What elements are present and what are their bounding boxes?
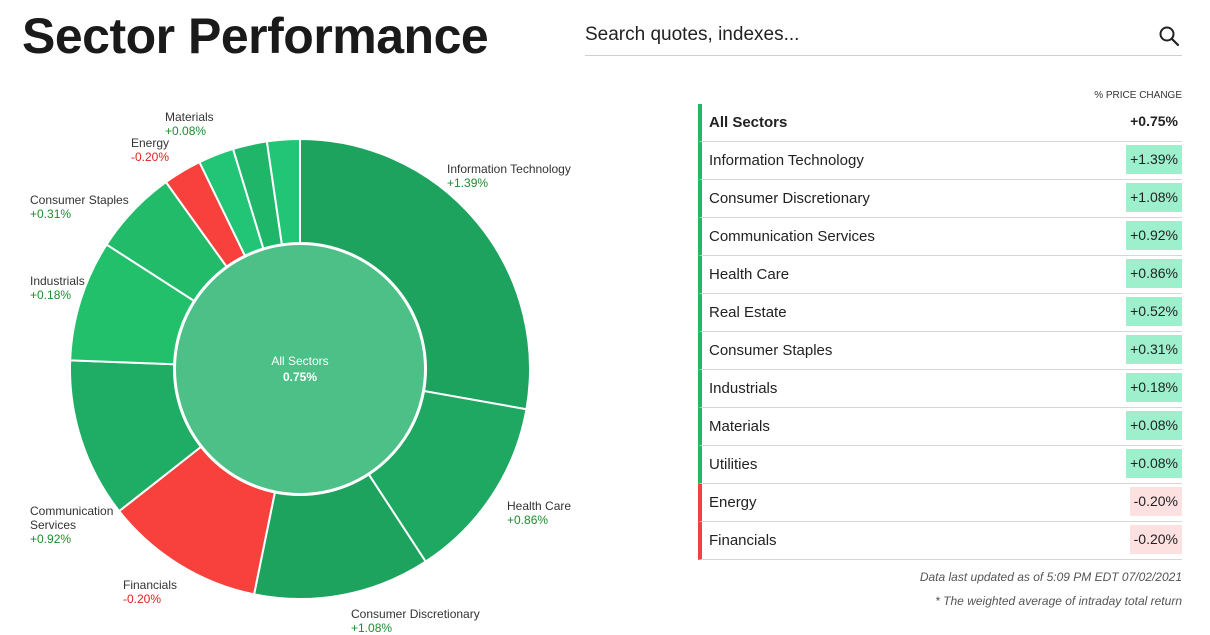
- table-row[interactable]: Utilities +0.08%: [698, 446, 1182, 484]
- label-consumer-discretionary: Consumer Discretionary +1.08%: [351, 607, 480, 635]
- row-name: Utilities: [709, 456, 758, 473]
- table-row[interactable]: Real Estate +0.52%: [698, 294, 1182, 332]
- row-name: Consumer Staples: [709, 342, 833, 359]
- table-row[interactable]: Materials +0.08%: [698, 408, 1182, 446]
- search-icon[interactable]: [1158, 25, 1180, 47]
- search-input[interactable]: [585, 18, 1125, 52]
- weighted-average-note: * The weighted average of intraday total…: [935, 594, 1182, 608]
- row-value: +0.75%: [1130, 113, 1178, 129]
- row-value: +1.39%: [1126, 145, 1182, 174]
- sector-table: % PRICE CHANGE All Sectors +0.75% Inform…: [698, 88, 1182, 560]
- row-value: +0.52%: [1126, 297, 1182, 326]
- row-name: Consumer Discretionary: [709, 190, 870, 207]
- row-value: +0.08%: [1126, 411, 1182, 440]
- table-row[interactable]: Health Care +0.86%: [698, 256, 1182, 294]
- donut-center-value: 0.75%: [283, 370, 317, 384]
- label-industrials: Industrials +0.18%: [30, 274, 85, 302]
- row-name: All Sectors: [709, 114, 788, 131]
- label-information-technology: Information Technology +1.39%: [447, 162, 571, 190]
- sector-donut-chart: All Sectors 0.75% Materials +0.08% Energy…: [0, 70, 690, 635]
- table-row[interactable]: Industrials +0.18%: [698, 370, 1182, 408]
- row-value: +1.08%: [1126, 183, 1182, 212]
- table-row[interactable]: Consumer Staples +0.31%: [698, 332, 1182, 370]
- label-energy: Energy -0.20%: [131, 136, 170, 164]
- page-title: Sector Performance: [22, 8, 489, 64]
- column-header: % PRICE CHANGE: [1094, 90, 1182, 101]
- label-health-care: Health Care +0.86%: [507, 499, 572, 527]
- table-row[interactable]: Consumer Discretionary +1.08%: [698, 180, 1182, 218]
- last-updated-note: Data last updated as of 5:09 PM EDT 07/0…: [919, 570, 1182, 584]
- label-consumer-staples: Consumer Staples +0.31%: [30, 193, 129, 221]
- row-name: Materials: [709, 418, 770, 435]
- row-value: +0.31%: [1126, 335, 1182, 364]
- donut-center[interactable]: [174, 243, 426, 495]
- row-name: Health Care: [709, 266, 790, 283]
- row-name: Energy: [709, 494, 757, 511]
- table-row[interactable]: Communication Services +0.92%: [698, 218, 1182, 256]
- row-value: +0.92%: [1126, 221, 1182, 250]
- table-row[interactable]: Information Technology +1.39%: [698, 142, 1182, 180]
- row-value: +0.08%: [1126, 449, 1182, 478]
- label-communication-services: Communication Services +0.92%: [30, 504, 114, 546]
- table-row[interactable]: Energy -0.20%: [698, 484, 1182, 522]
- row-value: +0.86%: [1126, 259, 1182, 288]
- table-row-all-sectors[interactable]: All Sectors +0.75%: [698, 104, 1182, 142]
- table-row[interactable]: Financials -0.20%: [698, 522, 1182, 560]
- donut-center-label: All Sectors: [271, 354, 328, 368]
- row-value: -0.20%: [1129, 487, 1182, 516]
- row-name: Real Estate: [709, 304, 787, 321]
- search-bar: [585, 18, 1182, 56]
- donut-svg: All Sectors 0.75%: [69, 137, 531, 600]
- row-name: Industrials: [709, 380, 778, 397]
- row-name: Communication Services: [709, 228, 875, 245]
- label-financials: Financials -0.20%: [123, 578, 178, 606]
- label-materials: Materials +0.08%: [165, 110, 214, 138]
- row-name: Information Technology: [709, 152, 864, 169]
- row-value: -0.20%: [1129, 525, 1182, 554]
- row-name: Financials: [709, 532, 777, 549]
- row-value: +0.18%: [1126, 373, 1182, 402]
